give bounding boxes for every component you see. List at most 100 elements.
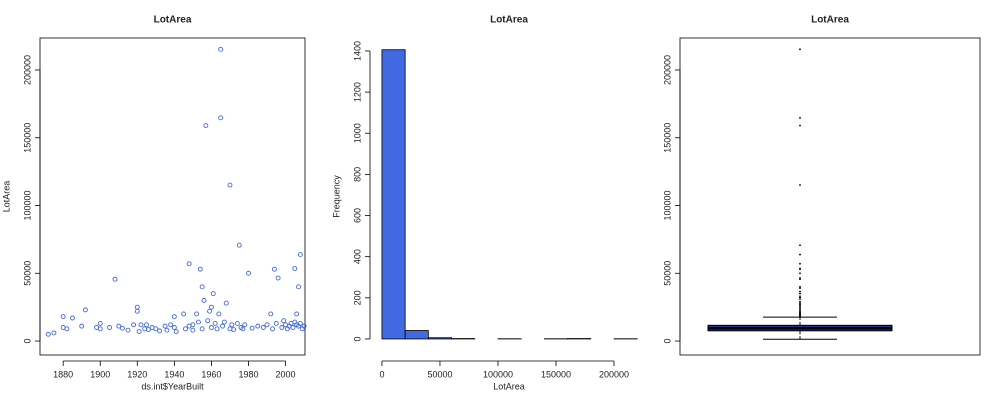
point: [134, 304, 140, 310]
point: [125, 327, 131, 333]
point: [290, 325, 296, 330]
point: [181, 311, 187, 317]
plot-frame: [679, 37, 981, 356]
point: [242, 322, 248, 328]
point: [168, 322, 174, 328]
panel-title: LotArea: [490, 15, 528, 26]
x-axis-label: LotArea: [493, 381, 525, 391]
outlier: [799, 124, 801, 127]
point: [186, 261, 192, 267]
y-axis-label: Frequency: [331, 175, 341, 218]
outlier: [799, 306, 801, 309]
point: [173, 329, 179, 335]
point: [249, 325, 255, 331]
point: [279, 325, 285, 330]
outlier: [799, 295, 801, 298]
outlier: [799, 290, 801, 293]
y-tick-label: 200000: [662, 55, 672, 85]
point: [260, 325, 266, 330]
point: [197, 266, 203, 272]
point: [116, 323, 122, 329]
point: [157, 328, 162, 334]
point: [183, 326, 188, 332]
x-axis-label: ds.int$YearBuilt: [141, 381, 204, 391]
point: [162, 323, 168, 329]
y-tick-label: 1200: [352, 82, 362, 102]
point: [79, 323, 85, 329]
outlier: [799, 298, 801, 300]
outlier: [799, 303, 801, 306]
point: [229, 322, 235, 328]
y-tick-label: 100000: [662, 190, 672, 220]
point: [201, 297, 207, 303]
point: [199, 326, 205, 332]
point: [145, 327, 151, 332]
point: [270, 326, 276, 332]
y-tick-label: 200000: [22, 55, 32, 85]
point: [221, 319, 227, 325]
point: [240, 326, 246, 332]
point: [294, 311, 300, 317]
outlier: [799, 285, 801, 288]
point: [120, 325, 125, 331]
point: [82, 307, 88, 313]
y-tick-label: 50000: [662, 261, 672, 286]
point: [212, 320, 218, 326]
plot-frame: [39, 37, 306, 356]
point: [144, 322, 150, 328]
point: [136, 329, 142, 335]
outlier: [799, 296, 801, 299]
x-tick-label: 50000: [427, 369, 452, 379]
point: [218, 46, 224, 52]
y-tick-label: 50000: [22, 261, 32, 286]
point: [207, 308, 213, 314]
point: [275, 275, 281, 281]
y-axis-label: LotArea: [1, 181, 11, 213]
outlier: [799, 116, 801, 119]
point: [218, 115, 224, 121]
point: [208, 304, 214, 310]
y-tick-label: 400: [352, 249, 362, 264]
point: [236, 242, 242, 248]
point: [153, 326, 159, 332]
outlier: [799, 300, 801, 303]
point: [281, 318, 287, 324]
point: [271, 266, 277, 272]
outlier: [799, 287, 801, 290]
x-tick-label: 1920: [127, 369, 147, 379]
outlier: [799, 272, 801, 275]
x-tick-label: 1900: [90, 369, 110, 379]
y-tick-label: 0: [662, 339, 672, 344]
point: [223, 300, 229, 306]
point: [171, 325, 177, 330]
point: [190, 327, 196, 333]
point: [195, 319, 201, 325]
histogram-bar: [381, 49, 406, 340]
point: [190, 322, 196, 328]
point: [45, 331, 51, 337]
y-tick-label: 150000: [662, 123, 672, 153]
point: [231, 327, 237, 332]
outlier: [799, 304, 801, 307]
x-tick-label: 1940: [164, 369, 184, 379]
outlier: [799, 262, 801, 265]
x-tick-label: 100000: [483, 369, 513, 379]
y-tick-label: 0: [352, 336, 362, 341]
point: [60, 314, 66, 320]
point: [51, 330, 57, 336]
point: [203, 123, 209, 129]
point: [246, 270, 251, 276]
point: [227, 182, 233, 188]
y-tick-label: 100000: [22, 190, 32, 220]
point: [112, 276, 118, 282]
point: [210, 291, 216, 297]
point: [69, 315, 75, 321]
point: [97, 320, 103, 326]
point: [164, 327, 170, 333]
point: [199, 284, 205, 290]
point: [273, 320, 279, 326]
point: [220, 323, 225, 329]
outlier: [799, 48, 801, 51]
x-tick-label: 1960: [201, 369, 221, 379]
